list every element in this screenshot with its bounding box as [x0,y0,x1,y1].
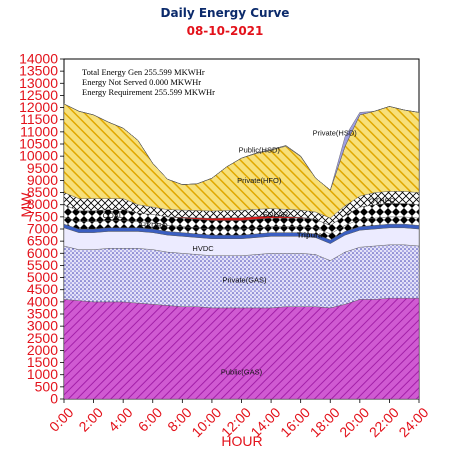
y-tick-label: 13000 [19,75,58,91]
x-tick-label: 6:00 [135,404,166,435]
y-tick-label: 8500 [27,184,58,200]
area-labels: Public(GAS) Private(GAS) HVDC Tripura HYDRO C… [103,129,396,377]
y-tick-label: 11500 [20,111,58,127]
y-tick-label: 6000 [27,245,58,261]
y-tick-label: 4000 [27,293,58,309]
label-public-gas: Public(GAS) [221,368,263,377]
energy-stats: Total Energy Gen 255.599 MKWHr Energy No… [82,67,215,97]
label-other: OTHER [369,197,396,206]
y-axis-title: MW [18,192,34,218]
label-public-hsd: Public(HSD) [239,146,281,155]
label-coal: COAL [103,211,123,220]
x-tick-label: 22:00 [366,404,402,440]
chart-date: 08-10-2021 [186,24,264,38]
y-tick-label: 500 [35,378,59,394]
y-tick-label: 3500 [27,306,58,322]
y-tick-label: 13500 [19,63,58,79]
x-tick-label: 2:00 [75,404,106,435]
y-tick-label: 1000 [27,366,58,382]
area-public-gas [63,298,420,400]
y-tick-label: 10000 [19,148,58,164]
y-tick-label: 7000 [27,221,58,237]
y-tick-label: 9000 [27,172,58,188]
label-private-gas: Private(GAS) [222,275,267,284]
y-tick-label: 6500 [27,233,58,249]
x-tick-label: 24:00 [395,404,431,440]
y-tick-label: 10500 [19,136,58,152]
y-tick-label: 7500 [27,208,58,224]
y-tick-label: 2000 [27,342,58,358]
y-tick-label: 3000 [27,318,58,334]
x-tick-label: 4:00 [105,404,136,435]
y-tick-label: 12500 [19,87,58,103]
label-private-hsd: Private(HSD) [313,129,358,138]
area-series [63,103,420,400]
x-axis-title: HOUR [221,433,262,449]
x-tick-label: 0:00 [46,404,77,435]
label-hvdc: HVDC [192,244,214,253]
x-tick-label: 20:00 [336,404,372,440]
x-tick-label: 16:00 [277,404,313,440]
label-hydro: HYDRO [141,221,168,230]
chart-title: Daily Energy Curve [160,6,290,20]
stats-not-served: Energy Not Served 0.000 MKWHr [82,77,201,87]
y-tick-label: 9500 [27,160,58,176]
y-tick-label: 4500 [27,281,58,297]
stats-requirement: Energy Requirement 255.599 MKWHr [82,87,215,97]
y-tick-label: 11000 [20,123,58,139]
label-private-hfo: Private(HFO) [237,176,282,185]
y-tick-label: 0 [50,391,58,407]
y-tick-label: 14000 [19,51,58,67]
y-tick-label: 5500 [27,257,58,273]
area-private-hsd [63,103,420,191]
label-solar: SOLAR [263,210,289,219]
y-tick-label: 5000 [27,269,58,285]
y-tick-label: 2500 [27,330,58,346]
y-tick-label: 12000 [19,99,58,115]
y-tick-label: 8000 [27,196,58,212]
x-tick-label: 18:00 [307,404,343,440]
y-tick-label: 1500 [27,354,58,370]
x-tick-label: 10:00 [188,404,224,440]
stats-total-gen: Total Energy Gen 255.599 MKWHr [82,67,205,77]
label-tripura: Tripura [297,231,323,240]
